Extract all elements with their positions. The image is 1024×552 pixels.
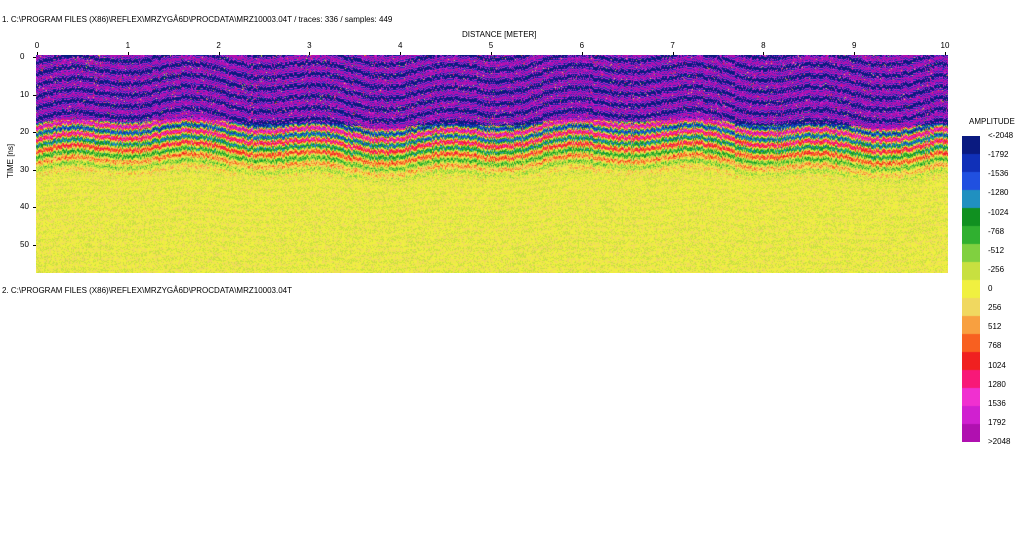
x-tick-mark [309, 52, 311, 55]
x-tick-mark [581, 52, 583, 55]
y-tick-mark [33, 57, 36, 58]
colorbar-label: <-2048 [988, 131, 1014, 140]
colorbar-label: 0 [988, 284, 993, 293]
radargram-plot[interactable] [36, 55, 948, 273]
x-tick-label: 5 [488, 41, 494, 50]
colorbar-title: AMPLITUDE [969, 117, 1015, 126]
colorbar-label: >2048 [988, 437, 1011, 446]
y-tick-mark [33, 207, 36, 209]
colorbar-label: 256 [988, 303, 1002, 313]
y-tick-mark [33, 169, 36, 171]
x-tick-mark [854, 52, 856, 55]
x-tick-label: 9 [851, 41, 857, 50]
colorbar-label: -1536 [988, 169, 1009, 179]
colorbar-label: -768 [988, 226, 1005, 236]
x-tick-label: 10 [940, 41, 950, 50]
colorbar-label: 768 [988, 341, 1002, 351]
x-tick-mark [763, 52, 765, 55]
axis-title-y: TIME [ns] [6, 143, 16, 179]
x-tick-label: 1 [125, 41, 131, 50]
x-tick-mark [491, 52, 492, 55]
y-tick-label: 0 [20, 52, 25, 61]
amplitude-colorbar [962, 136, 980, 442]
y-tick-label: 30 [20, 164, 29, 174]
colorbar-label: -256 [988, 264, 1005, 274]
x-tick-label: 8 [761, 41, 766, 50]
colorbar-label: 512 [988, 322, 1002, 332]
x-tick-mark [218, 52, 220, 55]
x-tick-mark [127, 52, 129, 55]
colorbar-label: 1280 [988, 379, 1006, 389]
colorbar-label: -1280 [988, 188, 1009, 198]
y-tick-label: 20 [20, 127, 29, 137]
y-tick-mark [33, 132, 36, 134]
x-tick-label: 7 [670, 41, 675, 50]
y-tick-label: 40 [20, 202, 29, 212]
axis-title-x: DISTANCE [METER] [462, 30, 537, 39]
x-tick-label: 6 [579, 41, 585, 50]
y-tick-mark [33, 244, 36, 246]
x-tick-label: 3 [307, 41, 312, 50]
colorbar-label: 1792 [988, 417, 1006, 427]
x-tick-mark [37, 52, 38, 55]
x-tick-mark [945, 52, 946, 55]
colorbar-label: 1536 [988, 398, 1006, 408]
y-tick-label: 10 [20, 89, 29, 99]
colorbar-label: -512 [988, 245, 1005, 255]
colorbar-label: 1024 [988, 360, 1006, 370]
x-tick-mark [672, 52, 674, 55]
x-tick-label: 0 [34, 41, 40, 50]
x-tick-label: 4 [397, 41, 403, 50]
colorbar-label: -1024 [988, 207, 1009, 217]
colorbar-label: -1792 [988, 150, 1009, 160]
y-tick-label: 50 [20, 239, 29, 249]
profile-title: 1. C:\PROGRAM FILES (X86)\REFLEX\MRZYGÅ6… [2, 15, 393, 24]
x-tick-mark [400, 52, 402, 55]
profile-title-secondary: 2. C:\PROGRAM FILES (X86)\REFLEX\MRZYGÅ6… [2, 286, 292, 295]
y-tick-mark [33, 94, 36, 96]
x-tick-label: 2 [216, 41, 221, 50]
